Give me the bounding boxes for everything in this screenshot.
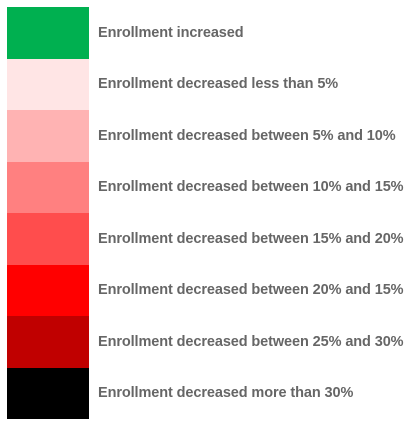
legend-item-enrollment-increased: Enrollment increased: [7, 7, 406, 59]
legend-label: Enrollment decreased between 5% and 10%: [98, 127, 396, 144]
legend-label: Enrollment decreased between 20% and 15%: [98, 282, 404, 299]
legend-swatch: [7, 161, 89, 213]
legend-label: Enrollment decreased less than 5%: [98, 76, 339, 93]
legend-item-decreased-25-30: Enrollment decreased between 25% and 30%: [7, 316, 406, 368]
legend-item-decreased-less-than-5: Enrollment decreased less than 5%: [7, 58, 406, 110]
legend-label: Enrollment increased: [98, 24, 244, 41]
legend-item-decreased-5-10: Enrollment decreased between 5% and 10%: [7, 110, 406, 162]
legend-swatch: [7, 58, 89, 110]
legend-item-decreased-10-15: Enrollment decreased between 10% and 15%: [7, 161, 406, 213]
legend-swatch: [7, 316, 89, 368]
legend-label: Enrollment decreased more than 30%: [98, 385, 354, 402]
legend-swatch: [7, 7, 89, 59]
legend-label: Enrollment decreased between 10% and 15%: [98, 179, 404, 196]
legend-item-decreased-15-20: Enrollment decreased between 15% and 20%: [7, 213, 406, 265]
legend-swatch: [7, 367, 89, 419]
legend-swatch: [7, 213, 89, 265]
legend-swatch: [7, 264, 89, 316]
enrollment-legend: Enrollment increased Enrollment decrease…: [7, 7, 406, 419]
legend-swatch: [7, 110, 89, 162]
legend-label: Enrollment decreased between 15% and 20%: [98, 230, 404, 247]
legend-item-decreased-20-15: Enrollment decreased between 20% and 15%: [7, 264, 406, 316]
legend-label: Enrollment decreased between 25% and 30%: [98, 333, 404, 350]
legend-item-decreased-more-than-30: Enrollment decreased more than 30%: [7, 367, 406, 419]
